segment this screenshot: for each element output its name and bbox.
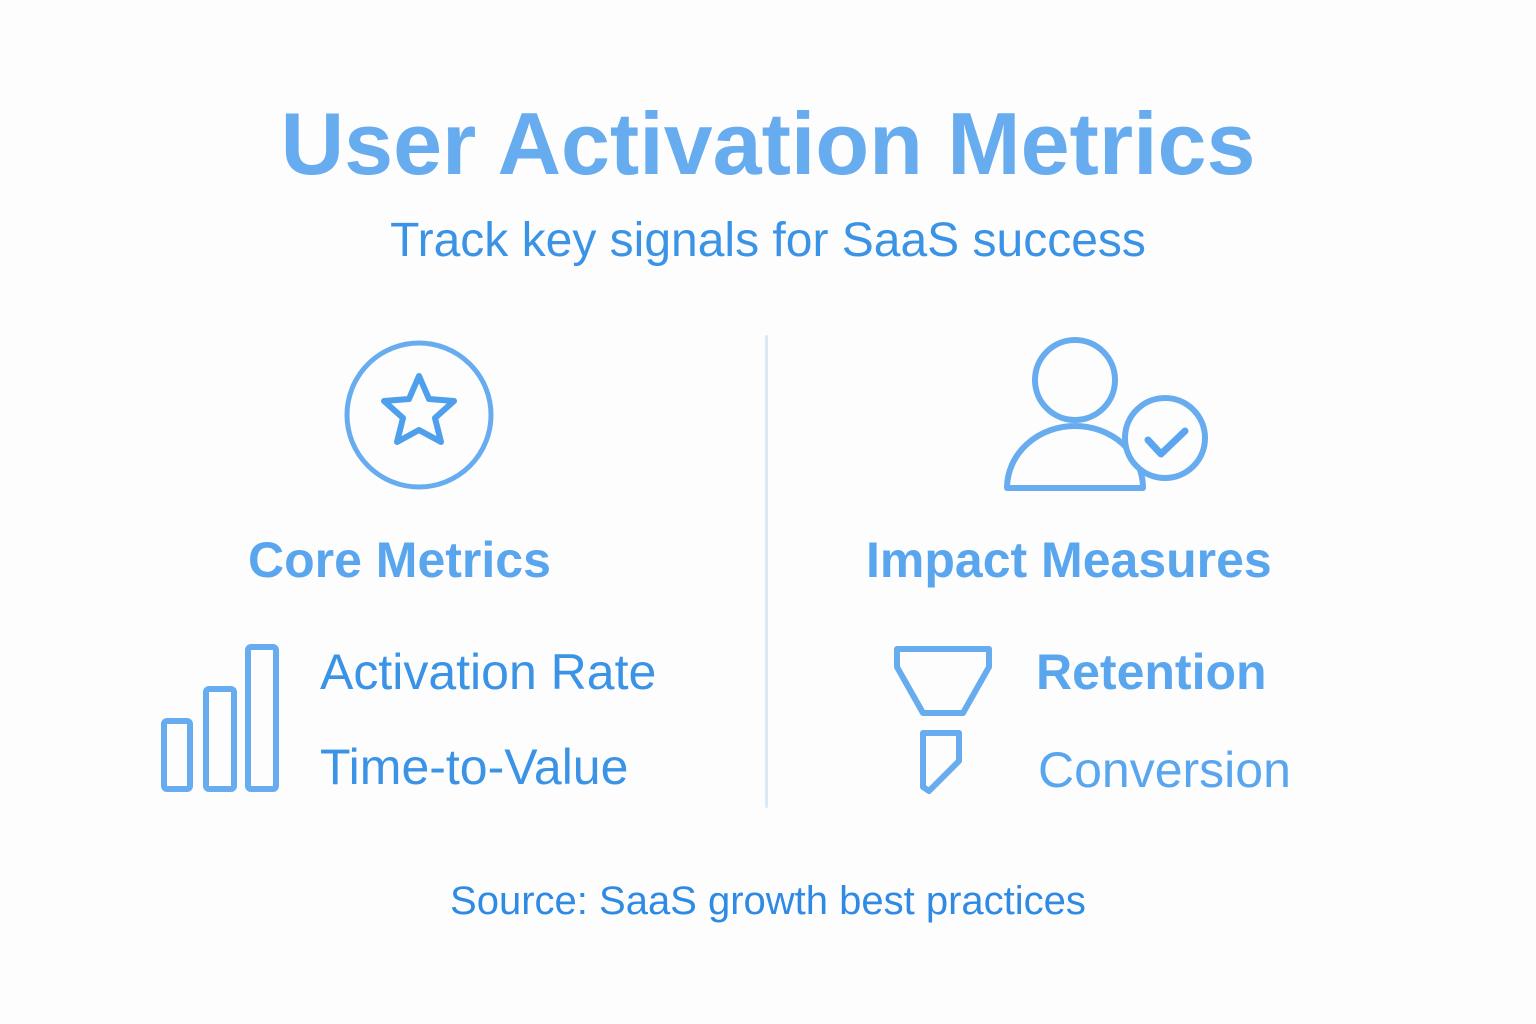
- metric-activation-rate: Activation Rate: [320, 644, 657, 700]
- bar-chart-icon: [161, 644, 279, 792]
- source-note: Source: SaaS growth best practices: [450, 879, 1086, 923]
- page-subtitle: Track key signals for SaaS success: [390, 214, 1146, 267]
- metric-time-to-value: Time-to-Value: [320, 739, 629, 795]
- section-title-impact-measures: Impact Measures: [866, 532, 1272, 588]
- section-divider: [765, 335, 768, 808]
- star-in-circle-icon: [344, 340, 494, 490]
- section-title-core-metrics: Core Metrics: [248, 532, 551, 588]
- funnel-icon: [894, 646, 992, 794]
- measure-retention: Retention: [1036, 644, 1267, 700]
- user-check-icon: [1004, 337, 1208, 491]
- page-title: User Activation Metrics: [280, 94, 1256, 193]
- measure-conversion: Conversion: [1038, 742, 1291, 798]
